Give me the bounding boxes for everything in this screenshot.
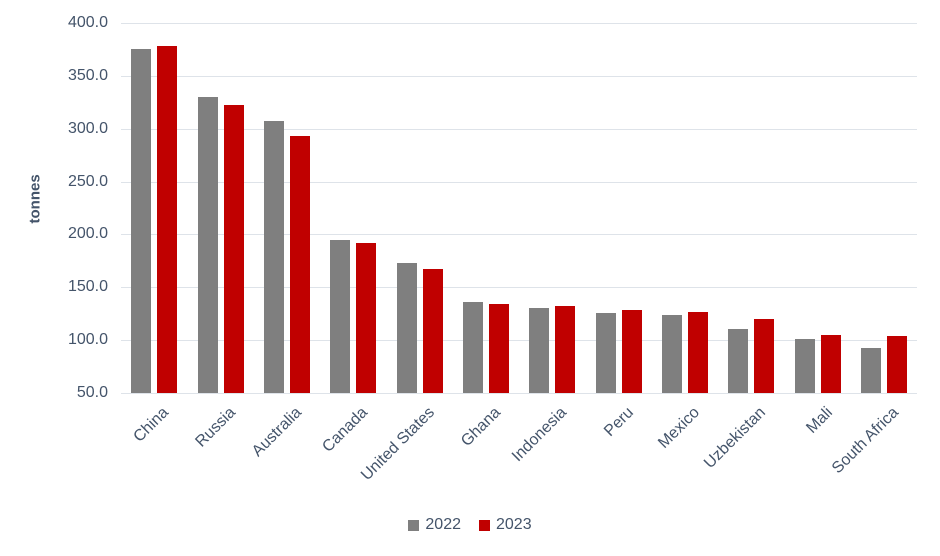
gridline [121,340,917,342]
bar-2022 [595,313,616,393]
y-axis-tick-label: 50.0 [76,384,108,401]
bar-2023 [223,105,244,393]
legend-label: 2022 [425,516,461,533]
bar-2022 [462,301,483,393]
y-axis-tick-label: 100.0 [67,331,108,349]
legend-item-2022: 2022 [408,516,461,534]
bar-2022 [131,49,152,393]
y-axis-title: tonnes [26,174,44,224]
bar-2023 [621,310,642,393]
bar-2022 [330,240,351,393]
y-axis-tick-label: 150.0 [67,278,108,296]
gridline [121,234,917,236]
y-axis-tick-label: 300.0 [67,119,108,137]
bar-2023 [356,242,377,393]
bar-2022 [728,329,749,393]
y-axis-tick-label: 400.0 [67,14,108,31]
legend: 2022 2023 [0,516,940,534]
bar-2023 [687,312,708,393]
bar-2022 [860,348,881,393]
y-axis-tick-label: 350.0 [67,66,108,84]
bar-2023 [488,303,509,393]
bar-2023 [157,45,178,393]
bar-2023 [289,135,310,393]
bar-2022 [263,121,284,393]
bar-2022 [197,97,218,393]
bar-2023 [422,269,443,393]
legend-label: 2023 [496,516,532,533]
gridline [121,181,917,183]
bar-2023 [886,335,907,393]
gridline [121,75,917,77]
plot-area [121,23,917,394]
y-axis-tick-label: 200.0 [67,225,108,243]
bar-2023 [754,319,775,393]
gridline [121,287,917,289]
bar-2022 [529,307,550,393]
legend-swatch-2023 [479,519,490,531]
gridline [121,23,917,24]
gridline [121,128,917,130]
legend-swatch-2022 [408,519,420,531]
bar-2022 [794,339,815,393]
y-axis-tick-label: 250.0 [67,172,108,190]
bar-2022 [661,315,682,393]
bar-2023 [820,334,841,393]
legend-item-2023: 2023 [479,516,532,534]
bar-2022 [396,262,417,393]
bar-2023 [555,306,576,393]
